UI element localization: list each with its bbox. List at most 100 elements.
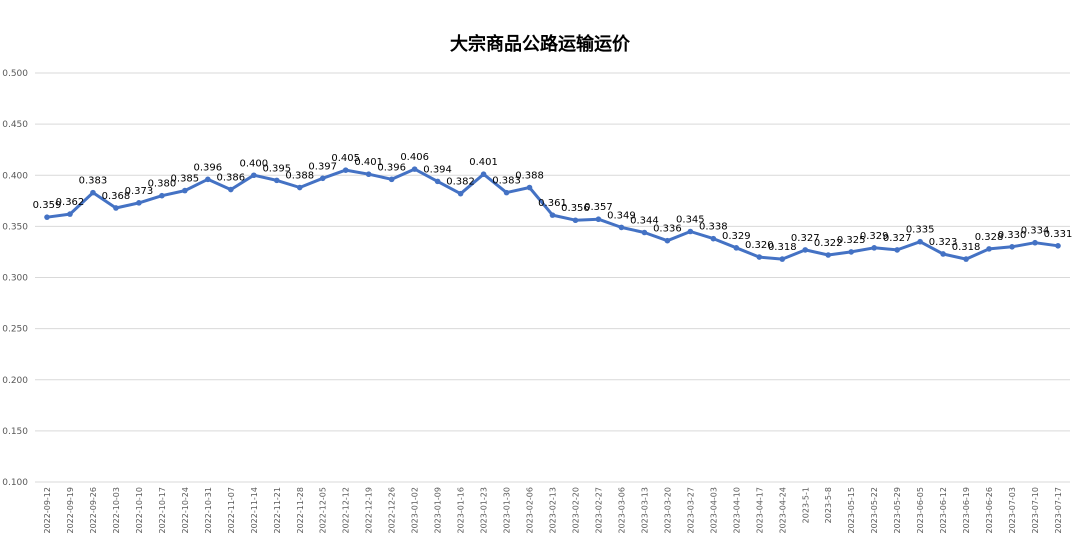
data-label: 0.361 bbox=[538, 198, 567, 209]
data-label: 0.329 bbox=[722, 231, 751, 242]
data-label: 0.322 bbox=[814, 238, 843, 249]
data-point bbox=[159, 192, 165, 199]
data-label: 0.380 bbox=[148, 179, 177, 190]
data-label: 0.388 bbox=[515, 171, 544, 182]
data-label: 0.331 bbox=[1044, 229, 1073, 240]
x-tick-label: 2023-04-17 bbox=[755, 487, 764, 534]
data-label: 0.356 bbox=[561, 203, 590, 214]
x-tick-label: 2022-11-14 bbox=[250, 487, 259, 534]
x-tick-label: 2022-09-19 bbox=[66, 487, 75, 534]
data-point bbox=[319, 175, 326, 182]
data-label: 0.368 bbox=[102, 191, 131, 202]
data-label: 0.336 bbox=[653, 224, 682, 235]
x-tick-label: 2023-04-03 bbox=[709, 487, 718, 534]
x-tick-label: 2022-11-07 bbox=[227, 487, 236, 534]
data-point bbox=[44, 214, 50, 220]
data-label: 0.373 bbox=[125, 186, 154, 197]
x-tick-label: 2023-03-13 bbox=[640, 487, 649, 534]
gridlines bbox=[35, 72, 1070, 483]
data-label: 0.344 bbox=[630, 216, 659, 227]
data-point bbox=[618, 224, 625, 231]
x-tick-label: 2023-01-23 bbox=[480, 487, 489, 534]
x-tick-label: 2023-07-03 bbox=[1008, 487, 1017, 534]
data-label: 0.383 bbox=[79, 176, 108, 187]
data-point bbox=[503, 189, 510, 196]
data-label: 0.320 bbox=[745, 240, 774, 251]
data-label: 0.401 bbox=[469, 157, 498, 168]
data-label: 0.318 bbox=[768, 242, 797, 253]
data-label: 0.357 bbox=[584, 202, 613, 213]
x-tick-label: 2022-10-03 bbox=[112, 487, 121, 534]
data-label: 0.406 bbox=[400, 152, 429, 163]
data-label: 0.382 bbox=[446, 177, 475, 188]
x-tick-label: 2023-06-19 bbox=[962, 487, 971, 534]
data-point bbox=[296, 184, 303, 191]
data-point bbox=[365, 171, 372, 178]
x-tick-label: 2022-09-12 bbox=[43, 487, 52, 534]
x-tick-label: 2022-12-05 bbox=[319, 487, 328, 534]
x-tick-label: 2022-12-26 bbox=[388, 487, 397, 534]
x-axis-ticks: 2022-09-12 2022-09-19 2022-09-26 2022-10-03… bbox=[43, 487, 1063, 534]
x-tick-label: 2023-01-09 bbox=[434, 487, 443, 534]
y-tick-label: 0.300 bbox=[2, 274, 28, 284]
data-point bbox=[848, 249, 855, 255]
data-label: 0.349 bbox=[607, 210, 636, 221]
data-point bbox=[67, 211, 73, 217]
x-tick-label: 2023-06-05 bbox=[916, 487, 925, 534]
x-tick-label: 2023-03-20 bbox=[663, 487, 672, 534]
data-label: 0.359 bbox=[33, 200, 62, 211]
x-tick-label: 2022-09-26 bbox=[89, 487, 98, 534]
data-label: 0.397 bbox=[308, 161, 337, 172]
data-label: 0.325 bbox=[837, 235, 866, 246]
data-label: 0.330 bbox=[998, 230, 1027, 241]
data-point bbox=[963, 256, 969, 262]
data-label: 0.388 bbox=[285, 171, 314, 182]
x-tick-label: 2023-05-22 bbox=[870, 487, 879, 534]
data-points bbox=[44, 166, 1061, 262]
data-label: 0.329 bbox=[860, 231, 889, 242]
data-point bbox=[825, 252, 832, 258]
data-point bbox=[940, 251, 946, 257]
data-label: 0.383 bbox=[492, 176, 521, 187]
x-tick-label: 2023-01-02 bbox=[411, 487, 420, 534]
data-label: 0.327 bbox=[883, 233, 912, 244]
data-point bbox=[664, 237, 671, 244]
x-tick-label: 2022-10-17 bbox=[158, 487, 167, 534]
x-tick-label: 2023-06-26 bbox=[985, 487, 994, 534]
x-tick-label: 2023-02-27 bbox=[594, 487, 603, 534]
data-point bbox=[342, 167, 349, 173]
data-point bbox=[480, 171, 487, 178]
x-tick-label: 2023-05-29 bbox=[893, 487, 902, 534]
data-point bbox=[710, 235, 717, 242]
x-tick-label: 2023-05-15 bbox=[847, 487, 856, 534]
data-point bbox=[733, 245, 740, 251]
data-label: 0.318 bbox=[952, 242, 981, 253]
x-tick-label: 2023-04-10 bbox=[732, 487, 741, 534]
data-label: 0.345 bbox=[676, 214, 705, 225]
data-point bbox=[90, 189, 96, 196]
y-tick-label: 0.150 bbox=[2, 427, 28, 437]
y-axis-ticks: 0.100 0.150 0.200 0.250 0.300 0.350 0.400 0.450… bbox=[2, 69, 28, 488]
data-point bbox=[687, 228, 694, 235]
data-labels: 0.3590.3620.3830.3680.3730.3800.3850.396… bbox=[33, 152, 1073, 253]
data-point bbox=[228, 186, 234, 193]
data-point bbox=[205, 176, 211, 183]
x-tick-label: 2022-12-19 bbox=[365, 487, 374, 534]
x-tick-label: 2023-03-27 bbox=[686, 487, 695, 534]
x-tick-label: 2022-11-28 bbox=[296, 487, 305, 534]
data-label: 0.396 bbox=[194, 162, 223, 173]
y-tick-label: 0.350 bbox=[2, 222, 28, 232]
data-label: 0.335 bbox=[906, 225, 935, 236]
data-point bbox=[136, 200, 142, 206]
x-tick-label: 2023-02-06 bbox=[526, 487, 535, 534]
data-point bbox=[779, 256, 786, 262]
data-label: 0.395 bbox=[262, 163, 291, 174]
data-label: 0.327 bbox=[791, 233, 820, 244]
data-point bbox=[182, 187, 188, 194]
data-point bbox=[986, 246, 992, 252]
y-tick-label: 0.450 bbox=[2, 120, 28, 130]
data-point bbox=[894, 247, 900, 253]
data-point bbox=[572, 217, 579, 224]
x-tick-label: 2023-5-8 bbox=[824, 487, 833, 523]
